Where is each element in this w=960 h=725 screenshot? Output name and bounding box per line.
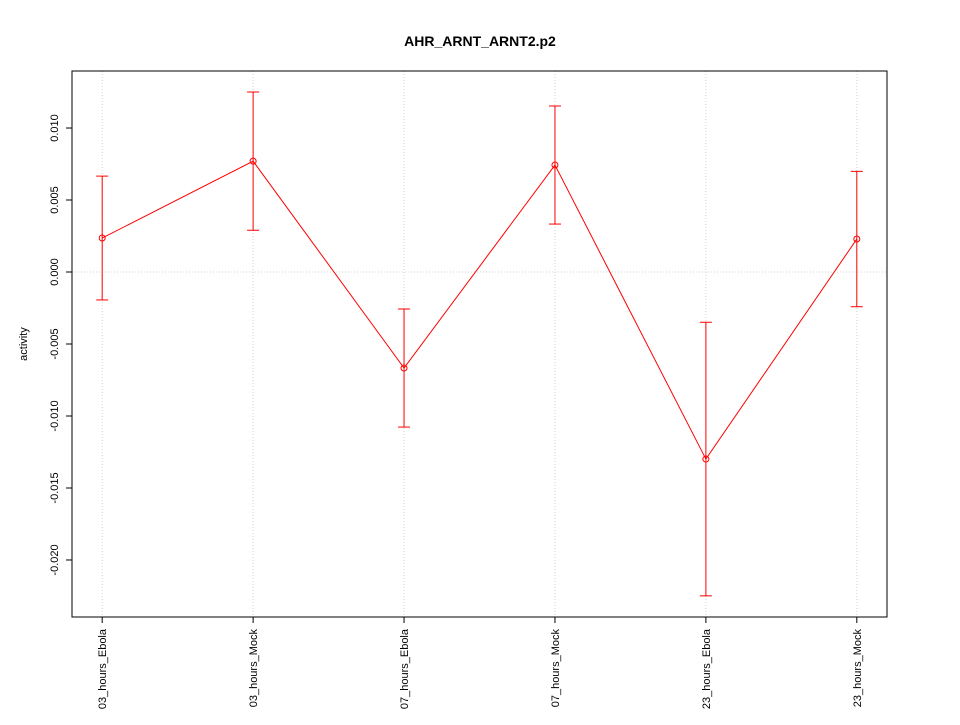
y-tick-label: 0.000 xyxy=(49,258,61,286)
y-axis-label: activity xyxy=(18,327,30,361)
point xyxy=(400,364,408,372)
chart-title: AHR_ARNT_ARNT2.p2 xyxy=(404,33,556,49)
y-tick-label: -0.015 xyxy=(49,472,61,503)
x-tick-label: 23_hours_Ebola xyxy=(701,628,713,709)
point xyxy=(702,455,710,463)
point xyxy=(98,234,106,242)
x-tick-label: 23_hours_Mock xyxy=(852,629,864,708)
x-tick-label: 07_hours_Mock xyxy=(550,629,562,708)
y-tick-label: -0.005 xyxy=(49,328,61,359)
y-tick-label: 0.010 xyxy=(49,114,61,142)
point xyxy=(249,157,257,165)
point xyxy=(551,161,559,169)
x-tick-label: 03_hours_Mock xyxy=(248,629,260,708)
plot-frame xyxy=(71,70,888,618)
x-tick-label: 07_hours_Ebola xyxy=(399,628,411,709)
y-tick-label: -0.010 xyxy=(49,400,61,431)
y-tick-label: 0.005 xyxy=(49,186,61,214)
y-tick-label: -0.020 xyxy=(49,544,61,575)
line xyxy=(101,160,858,461)
x-tick-label: 03_hours_Ebola xyxy=(97,628,109,709)
point xyxy=(853,235,861,243)
